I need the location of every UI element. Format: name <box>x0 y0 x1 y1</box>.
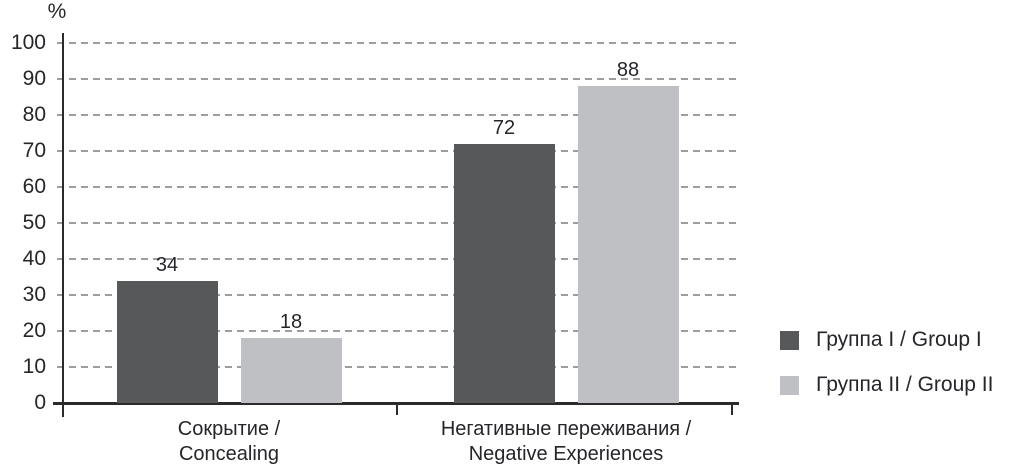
y-tick-label-50: 50 <box>22 211 46 234</box>
category-label-line: Сокрытие / <box>177 418 281 440</box>
legend-item-1: Группа I / Group I <box>780 328 993 351</box>
legend: Группа I / Group I Группа II / Group II <box>780 328 994 396</box>
legend-label: Группа I / Group I <box>816 328 982 351</box>
y-tick-label-40: 40 <box>22 247 46 270</box>
category-label-line: Negative Experiences <box>468 443 664 465</box>
bar-2-series-2 <box>577 86 679 403</box>
gridline-10 <box>57 366 737 368</box>
bar-1-series-1 <box>116 280 218 403</box>
legend-swatch-icon <box>780 375 799 395</box>
category-label-line: Негативные переживания / <box>440 418 692 440</box>
bar-value-label: 18 <box>279 311 303 334</box>
gridline-80 <box>57 114 737 116</box>
y-axis-unit-label: % <box>47 0 67 23</box>
y-tick-label-90: 90 <box>22 67 46 90</box>
gridline-50 <box>57 222 737 224</box>
legend-swatch-icon <box>780 330 799 350</box>
x-axis-tick-mid <box>396 403 398 415</box>
legend-label: Группа II / Group II <box>816 373 994 396</box>
y-tick-label-30: 30 <box>22 283 46 306</box>
bar-1-series-2 <box>240 338 342 403</box>
gridline-30 <box>57 294 737 296</box>
y-tick-label-60: 60 <box>22 175 46 198</box>
y-tick-label-70: 70 <box>22 139 46 162</box>
gridline-100 <box>57 42 737 44</box>
gridline-70 <box>57 150 737 152</box>
y-axis-line <box>62 33 64 417</box>
category-label-line: Concealing <box>178 443 280 465</box>
gridline-20 <box>57 330 737 332</box>
legend-item-2: Группа II / Group II <box>780 373 994 396</box>
gridline-60 <box>57 186 737 188</box>
bar-value-label: 88 <box>616 59 640 82</box>
category-label-1: Сокрытие / Concealing <box>39 417 419 467</box>
gridline-40 <box>57 258 737 260</box>
bar-2-series-1 <box>453 143 555 403</box>
bar-value-label: 34 <box>155 253 179 276</box>
bar-value-label: 72 <box>492 116 516 139</box>
y-tick-label-0: 0 <box>34 391 46 414</box>
y-tick-label-10: 10 <box>22 355 46 378</box>
y-tick-label-100: 100 <box>10 31 46 54</box>
y-tick-label-80: 80 <box>22 103 46 126</box>
gridline-90 <box>57 78 737 80</box>
x-axis-tick-right <box>731 403 733 415</box>
y-tick-label-20: 20 <box>22 319 46 342</box>
category-label-2: Негативные переживания / Negative Experie… <box>376 417 756 467</box>
